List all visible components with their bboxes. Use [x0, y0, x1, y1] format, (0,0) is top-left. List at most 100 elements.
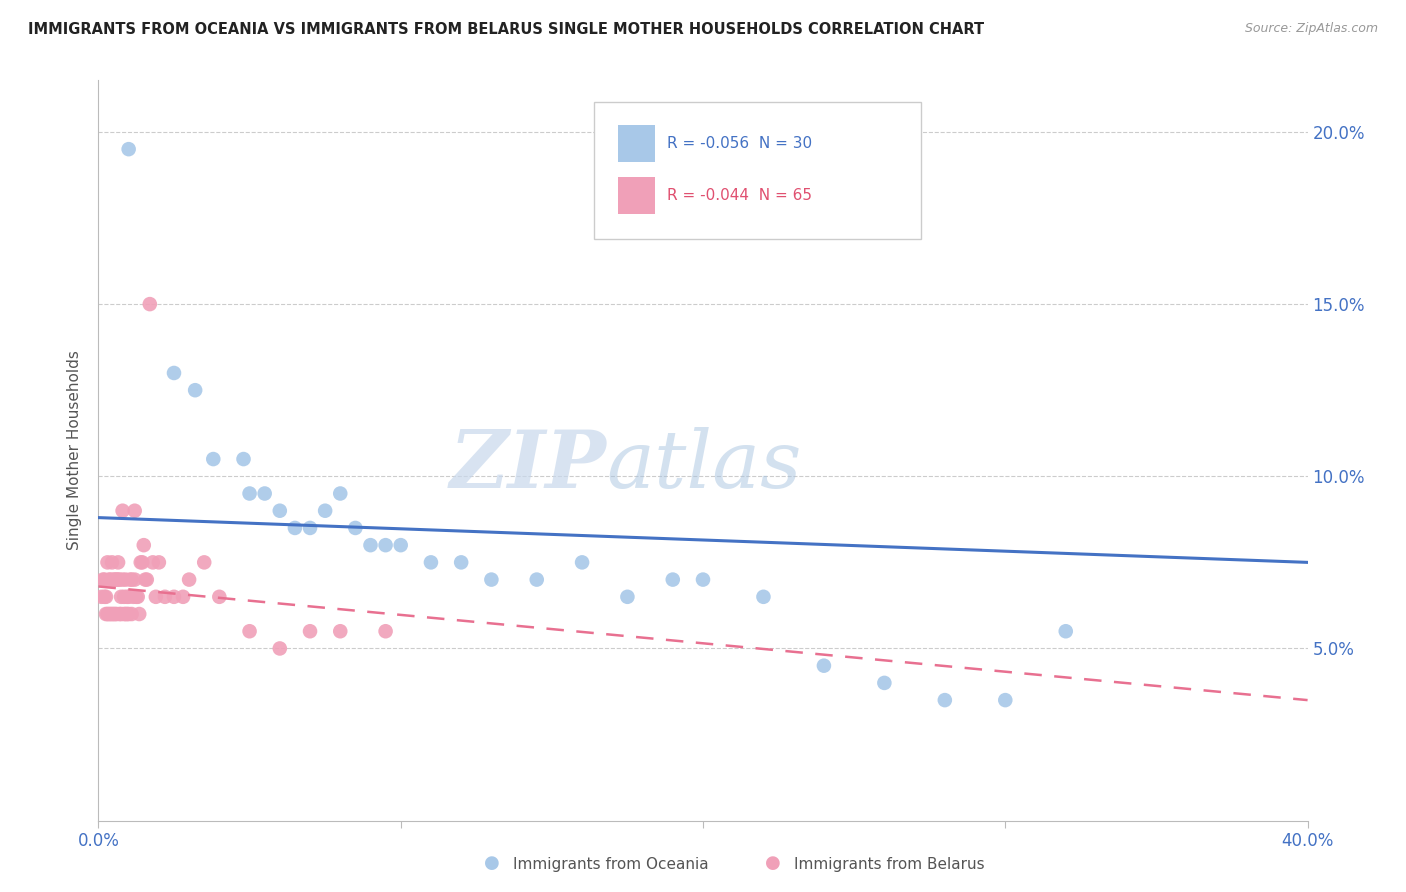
Point [104, 607, 127, 621]
Y-axis label: Single Mother Households: Single Mother Households [67, 351, 83, 550]
Point [208, 590, 231, 604]
Point [107, 573, 129, 587]
Point [239, 486, 262, 500]
Point [103, 607, 125, 621]
Point [163, 366, 186, 380]
Point [299, 624, 322, 639]
Point [1054, 624, 1077, 639]
Point [114, 573, 136, 587]
Text: R = -0.056  N = 30: R = -0.056 N = 30 [666, 136, 811, 151]
Point [142, 555, 165, 569]
Point [193, 555, 215, 569]
Point [148, 555, 170, 569]
Point [132, 538, 155, 552]
Point [179, 573, 201, 587]
Point [135, 573, 157, 587]
Point [94, 607, 117, 621]
Point [105, 607, 128, 621]
Point [129, 555, 152, 569]
Point [329, 486, 352, 500]
Point [98, 573, 121, 587]
Point [93, 590, 115, 604]
Text: atlas: atlas [606, 426, 801, 504]
Point [91, 573, 114, 587]
Point [571, 555, 593, 569]
Point [481, 573, 503, 587]
Point [994, 693, 1017, 707]
FancyBboxPatch shape [595, 103, 921, 239]
Point [360, 538, 382, 552]
Point [121, 573, 143, 587]
FancyBboxPatch shape [619, 125, 655, 161]
Point [202, 452, 225, 467]
Point [121, 607, 143, 621]
Point [110, 607, 132, 621]
Point [616, 590, 638, 604]
Text: ZIP: ZIP [450, 426, 606, 504]
Point [661, 573, 683, 587]
Point [96, 555, 118, 569]
Point [104, 573, 127, 587]
FancyBboxPatch shape [619, 177, 655, 213]
Point [93, 573, 115, 587]
Point [813, 658, 835, 673]
Point [374, 624, 396, 639]
Text: ●: ● [484, 855, 501, 872]
Point [108, 607, 131, 621]
Point [184, 383, 207, 397]
Point [269, 504, 291, 518]
Point [115, 590, 138, 604]
Point [112, 607, 135, 621]
Point [344, 521, 367, 535]
Text: R = -0.044  N = 65: R = -0.044 N = 65 [666, 187, 811, 202]
Point [284, 521, 307, 535]
Point [314, 504, 336, 518]
Point [329, 624, 352, 639]
Point [114, 607, 136, 621]
Point [153, 590, 176, 604]
Point [118, 607, 141, 621]
Point [101, 607, 124, 621]
Point [111, 573, 134, 587]
Point [253, 486, 276, 500]
Point [101, 555, 124, 569]
Point [122, 590, 145, 604]
Point [139, 297, 162, 311]
Point [389, 538, 412, 552]
Text: ●: ● [765, 855, 782, 872]
Point [299, 521, 322, 535]
Point [232, 452, 254, 467]
Point [934, 693, 956, 707]
Point [692, 573, 714, 587]
Point [108, 573, 131, 587]
Point [269, 641, 291, 656]
Point [124, 504, 146, 518]
Point [134, 573, 156, 587]
Point [124, 573, 146, 587]
Point [131, 555, 153, 569]
Point [145, 590, 167, 604]
Point [128, 607, 150, 621]
Point [105, 573, 128, 587]
Point [100, 607, 122, 621]
Point [374, 538, 396, 552]
Point [450, 555, 472, 569]
Point [111, 504, 134, 518]
Point [239, 624, 262, 639]
Point [125, 590, 148, 604]
Text: Immigrants from Oceania: Immigrants from Oceania [513, 857, 709, 872]
Point [118, 590, 141, 604]
Point [163, 590, 186, 604]
Point [127, 590, 149, 604]
Point [115, 607, 138, 621]
Text: Immigrants from Belarus: Immigrants from Belarus [794, 857, 986, 872]
Point [96, 607, 118, 621]
Point [90, 590, 112, 604]
Point [112, 590, 135, 604]
Point [110, 590, 132, 604]
Text: IMMIGRANTS FROM OCEANIA VS IMMIGRANTS FROM BELARUS SINGLE MOTHER HOUSEHOLDS CORR: IMMIGRANTS FROM OCEANIA VS IMMIGRANTS FR… [28, 22, 984, 37]
Point [118, 142, 141, 156]
Point [873, 676, 896, 690]
Point [172, 590, 194, 604]
Point [103, 573, 125, 587]
